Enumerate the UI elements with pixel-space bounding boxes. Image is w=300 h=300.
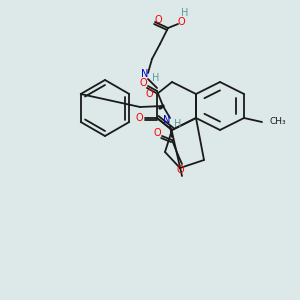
Text: O: O [139,78,147,88]
Text: H: H [152,73,160,83]
Text: H: H [174,119,182,129]
Text: O: O [177,17,185,27]
Text: O: O [145,89,153,99]
Text: H: H [181,8,189,18]
Text: N: N [163,115,171,125]
Text: CH₃: CH₃ [270,118,286,127]
Text: O: O [176,165,184,175]
Text: O: O [154,15,162,25]
Text: O: O [153,128,161,138]
Text: N: N [141,69,149,79]
Text: O: O [135,113,143,123]
